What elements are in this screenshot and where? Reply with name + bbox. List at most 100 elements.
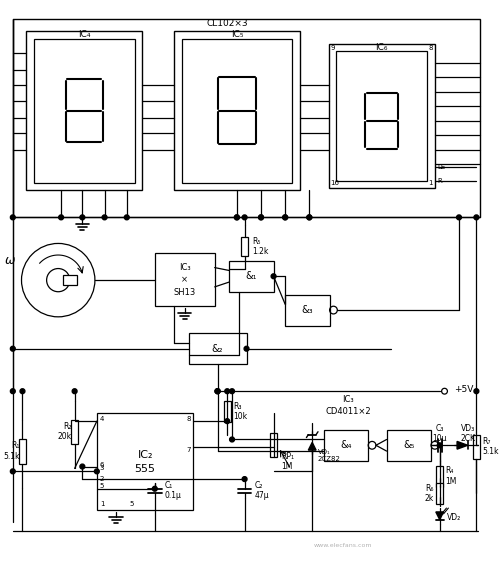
Text: 5: 5 (129, 501, 134, 507)
Bar (97, 414, 194, 510)
Bar (174, 31, 300, 190)
Bar (182, 39, 292, 182)
Bar (155, 253, 214, 306)
Bar (224, 401, 230, 422)
Circle shape (271, 274, 276, 279)
Bar (34, 39, 134, 182)
Circle shape (10, 215, 15, 220)
Circle shape (234, 215, 240, 220)
Text: 16: 16 (330, 181, 340, 186)
Circle shape (72, 389, 77, 394)
Circle shape (94, 469, 100, 474)
Bar (324, 430, 368, 461)
Text: IC₂
555: IC₂ 555 (134, 450, 156, 474)
Circle shape (152, 486, 157, 491)
Text: CL102×3: CL102×3 (206, 19, 248, 28)
Text: R₆
2k: R₆ 2k (424, 484, 434, 503)
Text: IC₅: IC₅ (230, 30, 243, 39)
Polygon shape (308, 442, 316, 450)
Text: IC₆: IC₆ (376, 43, 388, 52)
Text: R₂
20k: R₂ 20k (58, 422, 71, 441)
Text: IC₄: IC₄ (78, 30, 90, 39)
Bar (188, 333, 246, 364)
Polygon shape (436, 512, 444, 520)
Circle shape (307, 215, 312, 220)
Text: R₄
1M: R₄ 1M (446, 466, 457, 486)
Text: R: R (438, 178, 442, 183)
Circle shape (244, 346, 249, 351)
Text: 6: 6 (100, 462, 104, 467)
Circle shape (242, 477, 247, 482)
Text: www.elecfans.com: www.elecfans.com (314, 543, 372, 548)
Circle shape (10, 346, 15, 351)
Text: IC₃
×
SH13: IC₃ × SH13 (174, 262, 196, 296)
Circle shape (234, 215, 240, 220)
Circle shape (456, 215, 462, 220)
Text: R₃
10k: R₃ 10k (233, 402, 247, 421)
Circle shape (230, 389, 234, 394)
Text: R₅
1.2k: R₅ 1.2k (252, 237, 268, 256)
Circle shape (474, 389, 479, 394)
Text: VD₂: VD₂ (448, 513, 462, 522)
Circle shape (10, 469, 15, 474)
Circle shape (283, 215, 288, 220)
Bar (336, 51, 427, 181)
Circle shape (58, 215, 64, 220)
Bar (386, 430, 431, 461)
Text: +5V: +5V (454, 385, 473, 394)
Circle shape (20, 389, 25, 394)
Text: &₃: &₃ (302, 305, 313, 315)
Text: &₁: &₁ (246, 272, 257, 281)
Circle shape (215, 389, 220, 394)
Bar (229, 261, 274, 292)
Text: &₂: &₂ (212, 344, 224, 354)
Bar (270, 433, 277, 457)
Text: C₁
0.1μ: C₁ 0.1μ (164, 481, 182, 500)
Circle shape (215, 389, 220, 394)
Text: ω: ω (4, 254, 15, 268)
Circle shape (258, 215, 264, 220)
Circle shape (10, 389, 15, 394)
Text: VD₃
2CK: VD₃ 2CK (460, 424, 475, 444)
Text: &₅: &₅ (403, 440, 414, 450)
Text: 5: 5 (100, 483, 104, 488)
Bar (63, 275, 76, 285)
Bar (436, 483, 443, 504)
Text: LE: LE (438, 164, 446, 170)
Circle shape (438, 443, 442, 448)
Circle shape (80, 215, 85, 220)
Circle shape (230, 437, 234, 442)
Circle shape (225, 419, 230, 424)
Bar (328, 44, 435, 189)
Bar (71, 420, 78, 444)
Bar (473, 435, 480, 459)
Circle shape (258, 215, 264, 220)
Text: C₂
47μ: C₂ 47μ (254, 481, 269, 500)
Text: &₄: &₄ (340, 440, 352, 450)
Text: VD₁
2CZ82: VD₁ 2CZ82 (318, 449, 341, 462)
Text: IC₃
CD4011×2: IC₃ CD4011×2 (325, 395, 371, 416)
Bar (436, 466, 443, 487)
Text: 1: 1 (100, 501, 104, 507)
Bar (13, 19, 480, 218)
Bar (26, 31, 142, 190)
Polygon shape (457, 441, 468, 449)
Text: 2: 2 (100, 476, 104, 482)
Circle shape (124, 215, 129, 220)
Circle shape (242, 215, 247, 220)
Bar (285, 295, 330, 325)
Bar (19, 440, 26, 463)
Text: 7: 7 (186, 447, 190, 453)
Circle shape (80, 464, 85, 469)
Circle shape (225, 389, 230, 394)
Bar (241, 237, 248, 256)
Text: R₁
5.1k: R₁ 5.1k (3, 441, 20, 461)
Text: 1: 1 (428, 181, 433, 186)
Text: 4: 4 (100, 416, 104, 423)
Text: 9: 9 (330, 45, 335, 52)
Circle shape (307, 215, 312, 220)
Text: 8: 8 (428, 45, 433, 52)
Circle shape (102, 215, 107, 220)
Circle shape (283, 215, 288, 220)
Text: 8: 8 (186, 416, 190, 423)
